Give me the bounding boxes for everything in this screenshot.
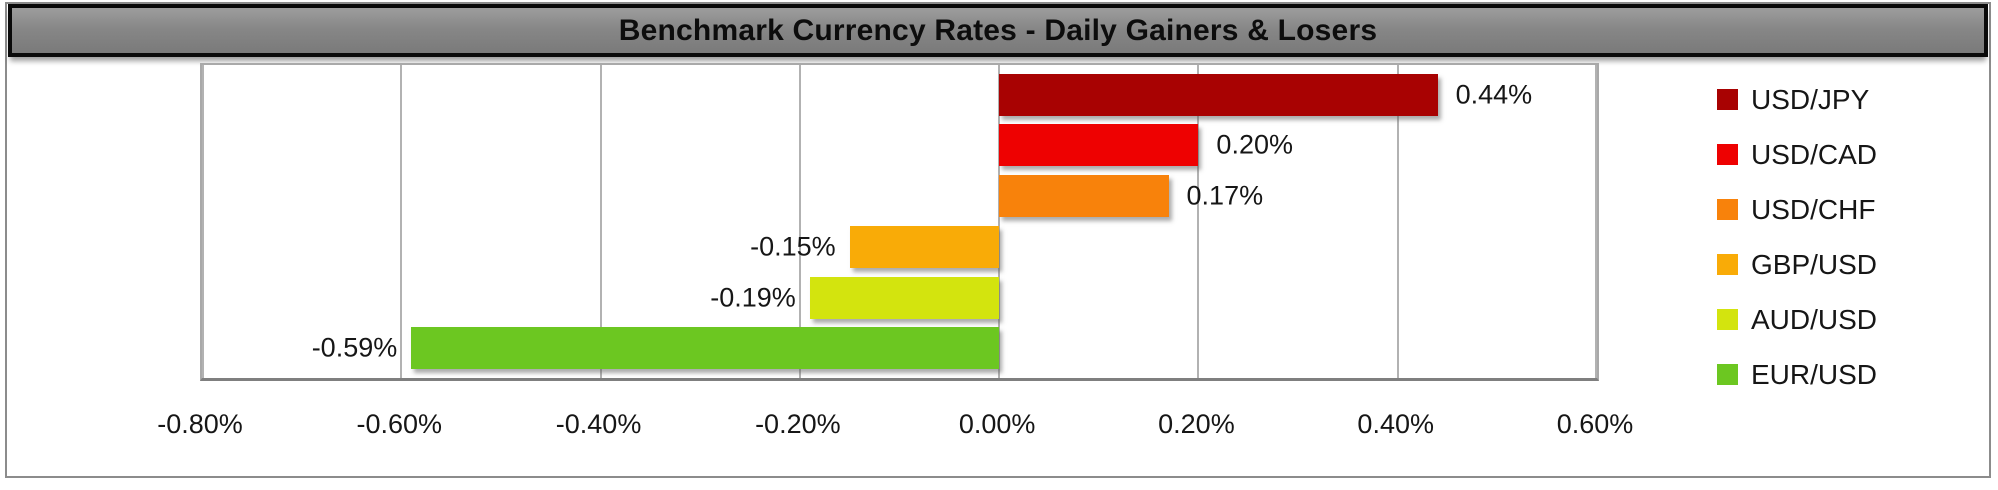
x-tick-label: 0.20% bbox=[1158, 409, 1235, 439]
gridline bbox=[998, 65, 1001, 378]
legend-label: USD/CHF bbox=[1751, 193, 1876, 225]
bar-usd-jpy bbox=[999, 73, 1438, 116]
legend-label: USD/JPY bbox=[1751, 83, 1870, 115]
x-tick-label: -0.60% bbox=[356, 409, 443, 439]
bar-value-label: 0.17% bbox=[1186, 180, 1264, 211]
legend-swatch-icon bbox=[1717, 89, 1738, 110]
legend-item: USD/CHF bbox=[1717, 182, 1877, 237]
legend: USD/JPY USD/CAD USD/CHF GBP/USD AUD/USD EUR/U… bbox=[1717, 72, 1877, 402]
legend-item: AUD/USD bbox=[1717, 292, 1877, 347]
x-tick-label: 0.40% bbox=[1357, 409, 1434, 439]
bar-value-label: 0.20% bbox=[1216, 129, 1293, 160]
bar-aud-usd bbox=[809, 276, 1000, 319]
legend-item: EUR/USD bbox=[1717, 347, 1877, 402]
bar-value-label: -0.15% bbox=[750, 231, 836, 262]
legend-swatch-icon bbox=[1717, 199, 1738, 220]
gridline bbox=[1595, 65, 1597, 378]
x-tick-label: 0.00% bbox=[958, 409, 1036, 439]
gridline bbox=[400, 65, 403, 378]
gridline bbox=[202, 65, 204, 378]
x-tick-label: -0.20% bbox=[755, 409, 841, 439]
bar-value-label: -0.59% bbox=[311, 332, 398, 363]
bar-usd-chf bbox=[999, 175, 1169, 218]
legend-item: USD/CAD bbox=[1717, 127, 1877, 182]
legend-swatch-icon bbox=[1717, 144, 1738, 165]
gridline bbox=[798, 65, 801, 378]
x-axis-tick-labels: -0.80% -0.60% -0.40% -0.20% 0.00% 0.20% 0.40% 0… bbox=[157, 409, 1633, 443]
x-tick-label: 0.60% bbox=[1556, 409, 1634, 439]
bar-gbp-usd bbox=[849, 225, 1000, 268]
gridline bbox=[599, 65, 602, 378]
bar-eur-usd bbox=[411, 327, 1000, 370]
chart-title-bar: Benchmark Currency Rates - Daily Gainers… bbox=[8, 4, 1988, 57]
bar-value-label: 0.44% bbox=[1455, 79, 1533, 110]
gridline bbox=[1197, 65, 1200, 378]
bar-usd-cad bbox=[999, 124, 1199, 167]
x-tick-label: -0.40% bbox=[555, 409, 642, 439]
legend-label: USD/CAD bbox=[1751, 138, 1878, 170]
chart-title: Benchmark Currency Rates - Daily Gainers… bbox=[618, 13, 1378, 47]
legend-swatch-icon bbox=[1717, 364, 1738, 385]
plot-area: 0.44% 0.20% 0.17% -0.15% -0.19% -0.59% bbox=[200, 63, 1599, 381]
legend-label: GBP/USD bbox=[1751, 248, 1878, 280]
legend-item: GBP/USD bbox=[1717, 237, 1877, 292]
x-tick-label: -0.80% bbox=[157, 409, 243, 439]
legend-swatch-icon bbox=[1717, 309, 1738, 330]
legend-label: AUD/USD bbox=[1751, 303, 1878, 335]
legend-swatch-icon bbox=[1717, 254, 1738, 275]
legend-item: USD/JPY bbox=[1717, 72, 1877, 127]
legend-label: EUR/USD bbox=[1751, 358, 1878, 390]
gridline bbox=[1396, 65, 1399, 378]
bar-value-label: -0.19% bbox=[710, 282, 796, 313]
